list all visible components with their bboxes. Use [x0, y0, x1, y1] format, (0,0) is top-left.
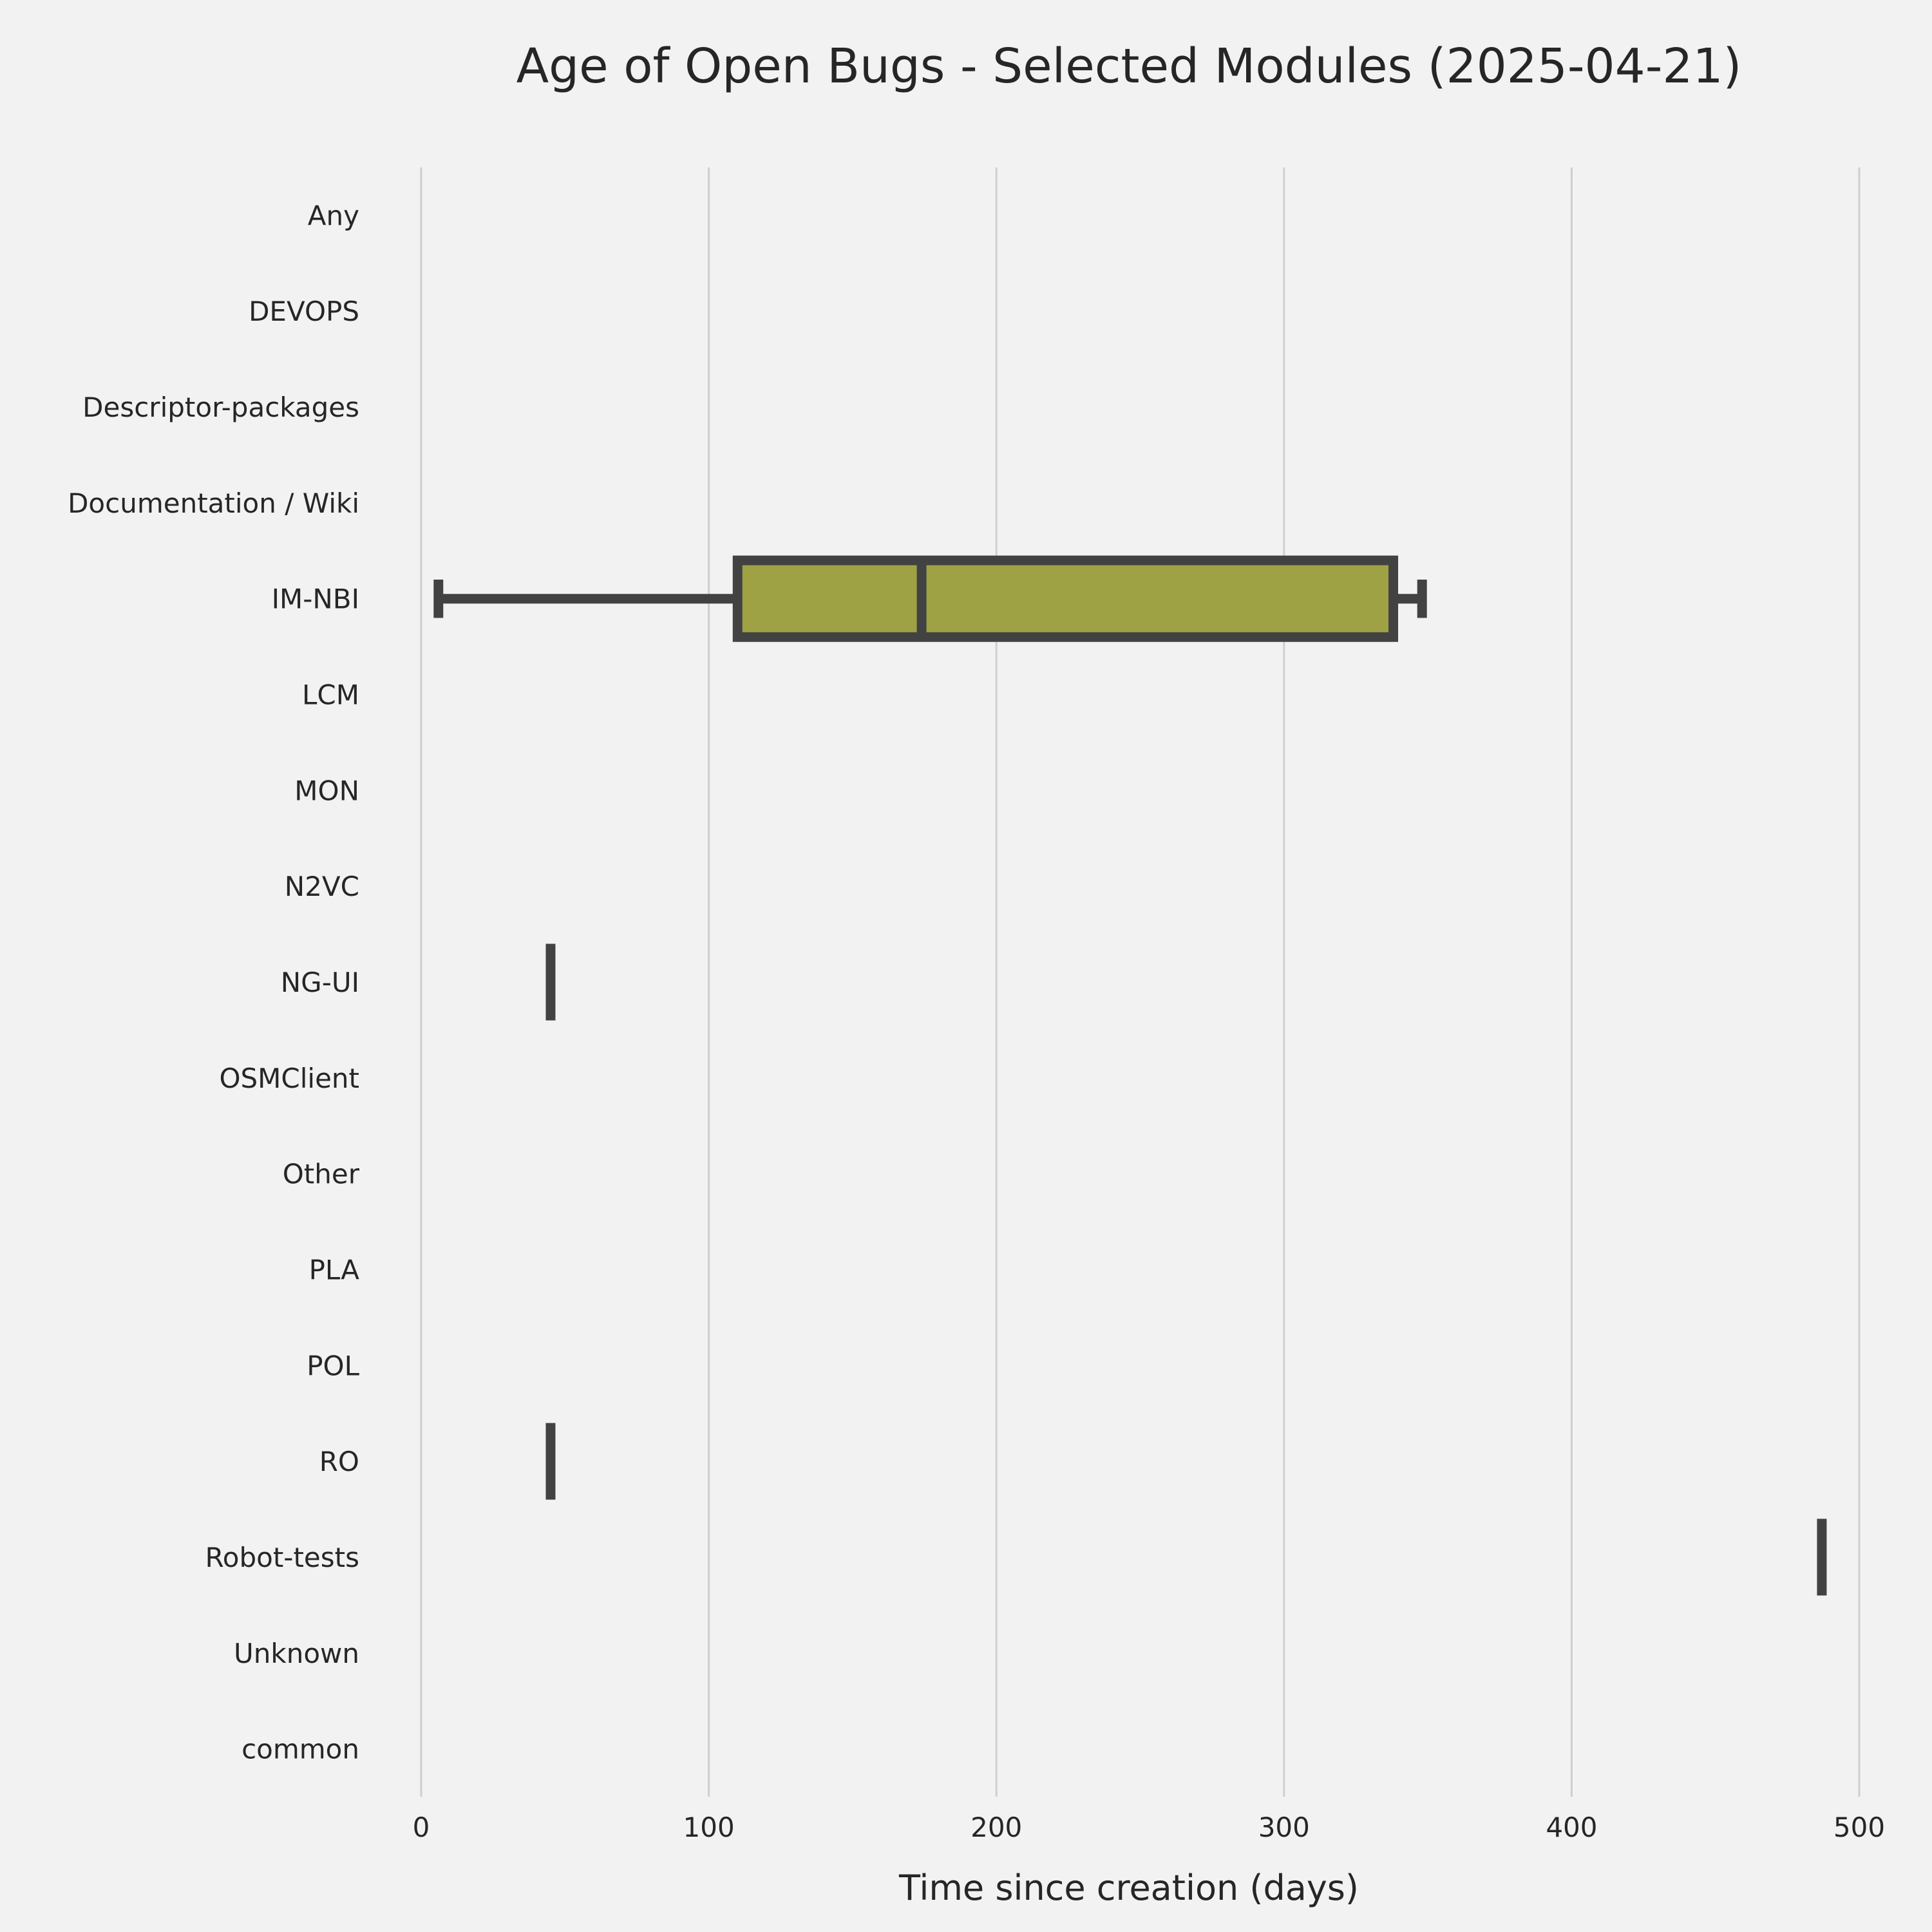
- box-layer: [433, 555, 1827, 1596]
- y-tick-label: Descriptor-packages: [82, 392, 359, 423]
- x-tick-label: 0: [413, 1812, 430, 1843]
- x-axis-label: Time since creation (days): [898, 1868, 1359, 1908]
- box-iqr: [732, 555, 1399, 642]
- x-tick-label: 100: [683, 1812, 735, 1843]
- x-tick-label: 300: [1258, 1812, 1310, 1843]
- y-tick-label: PLA: [309, 1254, 360, 1285]
- y-tick-label: NG-UI: [281, 967, 359, 998]
- y-tick-label: POL: [307, 1350, 359, 1381]
- grid-layer: [420, 167, 1861, 1797]
- y-tick-label: LCM: [302, 679, 359, 711]
- y-tick-label: Robot-tests: [205, 1542, 359, 1573]
- y-tick-label: MON: [294, 775, 359, 806]
- y-tick-label: Any: [308, 200, 359, 231]
- y-tick-label: RO: [319, 1446, 359, 1477]
- y-tick-label: Other: [283, 1159, 360, 1190]
- y-tick-label: N2VC: [285, 871, 359, 902]
- x-tick-label: 200: [971, 1812, 1022, 1843]
- x-tick-label: 500: [1833, 1812, 1885, 1843]
- y-tick-label: OSMClient: [219, 1063, 359, 1094]
- y-tick-label: IM-NBI: [272, 583, 359, 615]
- y-tick-label: DEVOPS: [249, 296, 359, 327]
- y-tick-label: Documentation / Wiki: [68, 488, 359, 519]
- chart-title: Age of Open Bugs - Selected Modules (202…: [516, 39, 1742, 94]
- y-tick-label: Unknown: [234, 1638, 359, 1669]
- y-tick-label: common: [242, 1734, 359, 1765]
- y-tick-labels: Any DEVOPS Descriptor-packages Documentatio…: [68, 200, 360, 1765]
- x-tick-labels: 0 100 200 300 400 500: [413, 1812, 1885, 1843]
- box-group: [433, 555, 1427, 642]
- x-tick-label: 400: [1546, 1812, 1597, 1843]
